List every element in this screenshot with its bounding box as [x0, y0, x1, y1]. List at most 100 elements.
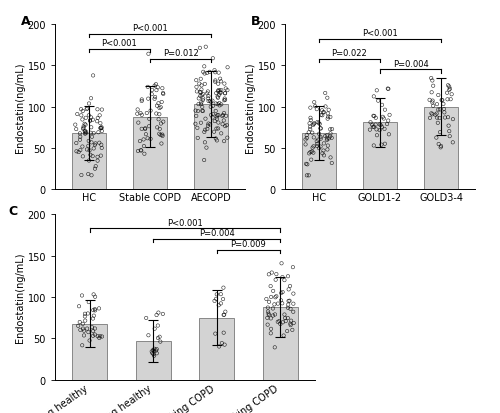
Point — [146, 108, 154, 114]
Point — [151, 95, 159, 101]
Point — [77, 107, 85, 113]
Point — [308, 149, 316, 155]
Point — [207, 112, 215, 119]
Point — [76, 131, 84, 138]
Point — [194, 102, 202, 108]
Point — [220, 312, 228, 318]
Point — [284, 305, 292, 311]
Point — [150, 325, 158, 332]
Point — [212, 78, 220, 85]
Point — [149, 347, 157, 354]
Point — [98, 145, 106, 152]
Point — [316, 136, 324, 142]
Point — [144, 84, 152, 91]
Bar — [133, 117, 167, 190]
Point — [310, 150, 318, 157]
Point — [85, 299, 93, 306]
Point — [302, 161, 310, 168]
Point — [276, 318, 283, 325]
Point — [221, 90, 229, 97]
Point — [445, 84, 453, 90]
Point — [274, 301, 282, 307]
Point — [218, 114, 226, 120]
Point — [150, 83, 158, 90]
Point — [304, 161, 312, 168]
Point — [86, 118, 94, 125]
Point — [80, 332, 88, 339]
Point — [213, 291, 221, 298]
Point — [310, 135, 318, 141]
Point — [374, 98, 382, 105]
Point — [372, 127, 380, 133]
Point — [156, 105, 164, 112]
Point — [283, 328, 291, 335]
Point — [216, 90, 224, 97]
Point — [74, 150, 82, 156]
Point — [152, 88, 160, 94]
Point — [152, 111, 160, 118]
Point — [220, 98, 228, 104]
Point — [324, 95, 332, 102]
Point — [198, 83, 205, 90]
Point — [368, 122, 376, 129]
Point — [264, 311, 272, 317]
Point — [370, 113, 378, 120]
Point — [324, 107, 332, 114]
Point — [81, 129, 89, 135]
Point — [434, 93, 442, 99]
Point — [265, 271, 273, 278]
Point — [156, 334, 164, 340]
Point — [203, 71, 211, 77]
Point — [302, 133, 310, 139]
Point — [214, 302, 222, 309]
Point — [153, 103, 161, 110]
Point — [220, 96, 228, 102]
Point — [370, 143, 378, 150]
Point — [79, 109, 87, 115]
Point — [212, 296, 220, 302]
Point — [199, 109, 207, 115]
Point — [306, 115, 314, 122]
Point — [199, 69, 207, 76]
Point — [373, 88, 381, 95]
Point — [88, 173, 96, 179]
Point — [81, 128, 89, 135]
Point — [214, 70, 222, 77]
Point — [444, 123, 452, 130]
Point — [210, 119, 218, 125]
Point — [323, 133, 331, 140]
Text: A: A — [21, 15, 30, 28]
Point — [433, 115, 441, 122]
Point — [381, 141, 389, 148]
Point — [268, 270, 276, 276]
Point — [369, 124, 377, 131]
Point — [134, 120, 142, 127]
Point — [386, 112, 394, 119]
Text: P<0.001: P<0.001 — [132, 24, 168, 33]
Point — [366, 127, 374, 134]
Point — [199, 97, 207, 104]
Point — [90, 313, 98, 319]
Point — [427, 76, 435, 82]
Point — [158, 132, 166, 138]
Point — [216, 100, 224, 107]
Point — [196, 45, 204, 52]
Point — [154, 335, 162, 342]
Point — [72, 126, 80, 133]
Point — [429, 83, 437, 90]
Point — [78, 113, 86, 119]
Point — [289, 264, 297, 271]
Point — [305, 151, 313, 157]
Point — [200, 157, 208, 164]
Point — [192, 84, 200, 91]
Point — [150, 351, 158, 358]
Point — [89, 316, 97, 322]
Bar — [136, 341, 170, 380]
Point — [96, 113, 104, 119]
Point — [440, 110, 448, 116]
Point — [436, 130, 444, 136]
Point — [192, 121, 200, 128]
Point — [284, 286, 292, 293]
Point — [286, 320, 294, 327]
Point — [316, 144, 324, 150]
